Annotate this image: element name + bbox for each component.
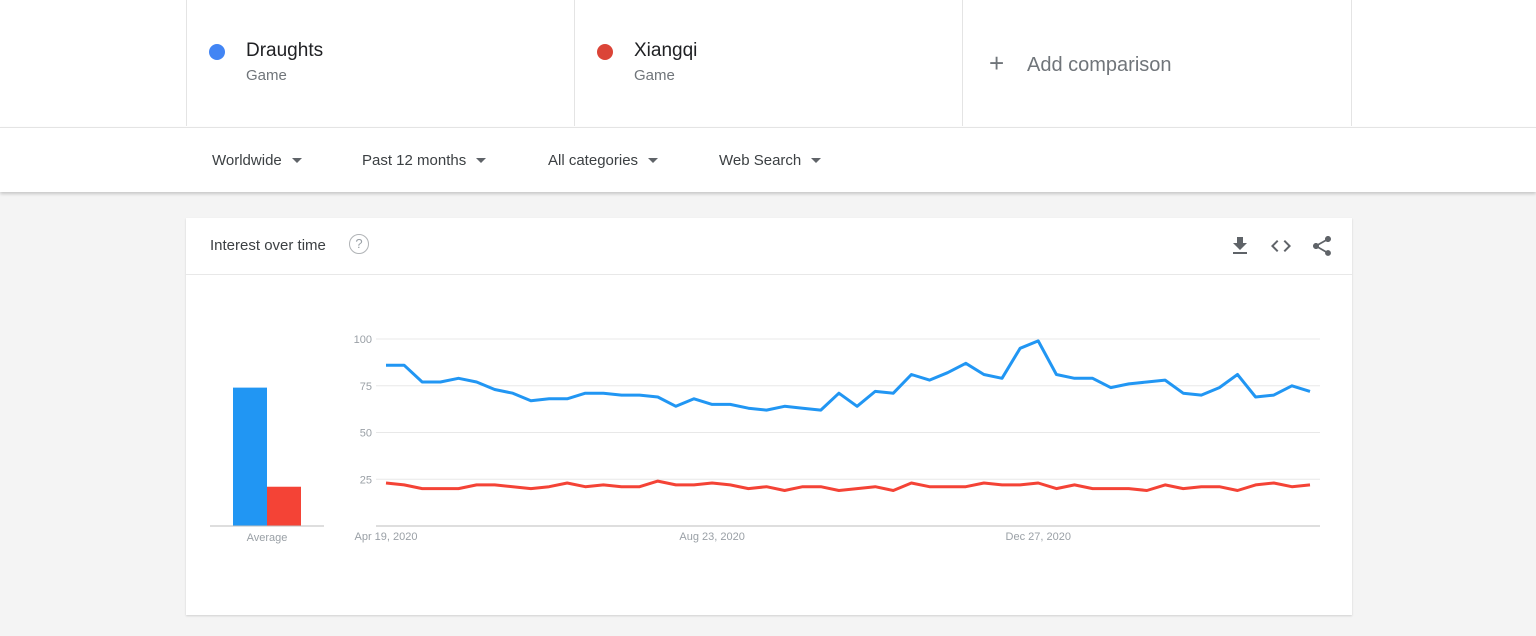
average-bar-chart: Average xyxy=(210,387,324,544)
term-name[interactable]: Xiangqi xyxy=(634,40,698,61)
term-type: Game xyxy=(246,67,287,84)
term-card-xiangqi[interactable]: Xiangqi Game xyxy=(574,0,963,126)
y-tick-label: 25 xyxy=(360,474,372,486)
y-tick-label: 50 xyxy=(360,428,372,440)
x-tick-label: Dec 27, 2020 xyxy=(1006,531,1071,543)
x-tick-label: Apr 19, 2020 xyxy=(355,531,418,543)
search-type-label: Web Search xyxy=(719,152,802,169)
plus-icon: + xyxy=(989,48,1005,78)
term-type: Game xyxy=(634,67,675,84)
comparison-bar: Draughts Game Xiangqi Game + Add compari… xyxy=(0,0,1536,127)
y-tick-label: 100 xyxy=(354,334,372,346)
category-dropdown[interactable]: All categories xyxy=(548,152,659,169)
average-bar-draughts xyxy=(233,387,267,526)
average-label: Average xyxy=(247,532,288,544)
series-line-xiangqi xyxy=(385,479,1311,492)
series-color-dot xyxy=(209,44,225,60)
caret-down-icon xyxy=(476,158,487,163)
card-header: Interest over time ? xyxy=(186,218,1352,275)
card-title: Interest over time xyxy=(210,237,326,254)
series-line-draughts xyxy=(386,339,1311,412)
filter-bar: Worldwide Past 12 months All categories … xyxy=(0,127,1536,192)
x-axis-labels: Apr 19, 2020 Aug 23, 2020 Dec 27, 2020 xyxy=(355,531,1071,543)
y-tick-label: 75 xyxy=(360,381,372,393)
x-tick-label: Aug 23, 2020 xyxy=(679,531,744,543)
chart-grid: 25 50 75 100 xyxy=(354,334,1320,527)
term-name[interactable]: Draughts xyxy=(246,40,324,61)
embed-icon[interactable] xyxy=(1269,234,1293,258)
add-comparison-button[interactable]: + Add comparison xyxy=(962,0,1352,126)
time-range-dropdown[interactable]: Past 12 months xyxy=(362,152,487,169)
interest-over-time-card: Interest over time ? Average 25 50 75 100 A… xyxy=(186,218,1352,615)
caret-down-icon xyxy=(291,158,302,163)
interest-chart: Average 25 50 75 100 Apr 19, 2020 Aug 23, 20… xyxy=(210,334,1320,544)
caret-down-icon xyxy=(648,158,659,163)
search-type-dropdown[interactable]: Web Search xyxy=(719,152,822,169)
category-label: All categories xyxy=(548,152,639,169)
term-card-draughts[interactable]: Draughts Game xyxy=(186,0,575,126)
add-comparison-label: Add comparison xyxy=(1027,54,1172,76)
share-icon[interactable] xyxy=(1310,234,1334,258)
series-color-dot xyxy=(597,44,613,60)
help-icon[interactable]: ? xyxy=(349,234,369,254)
region-dropdown[interactable]: Worldwide xyxy=(212,152,302,169)
time-range-label: Past 12 months xyxy=(362,152,467,169)
chart-lines xyxy=(385,339,1311,492)
download-icon[interactable] xyxy=(1228,234,1252,258)
region-label: Worldwide xyxy=(212,152,282,169)
caret-down-icon xyxy=(811,158,822,163)
average-bar-xiangqi xyxy=(267,486,301,526)
